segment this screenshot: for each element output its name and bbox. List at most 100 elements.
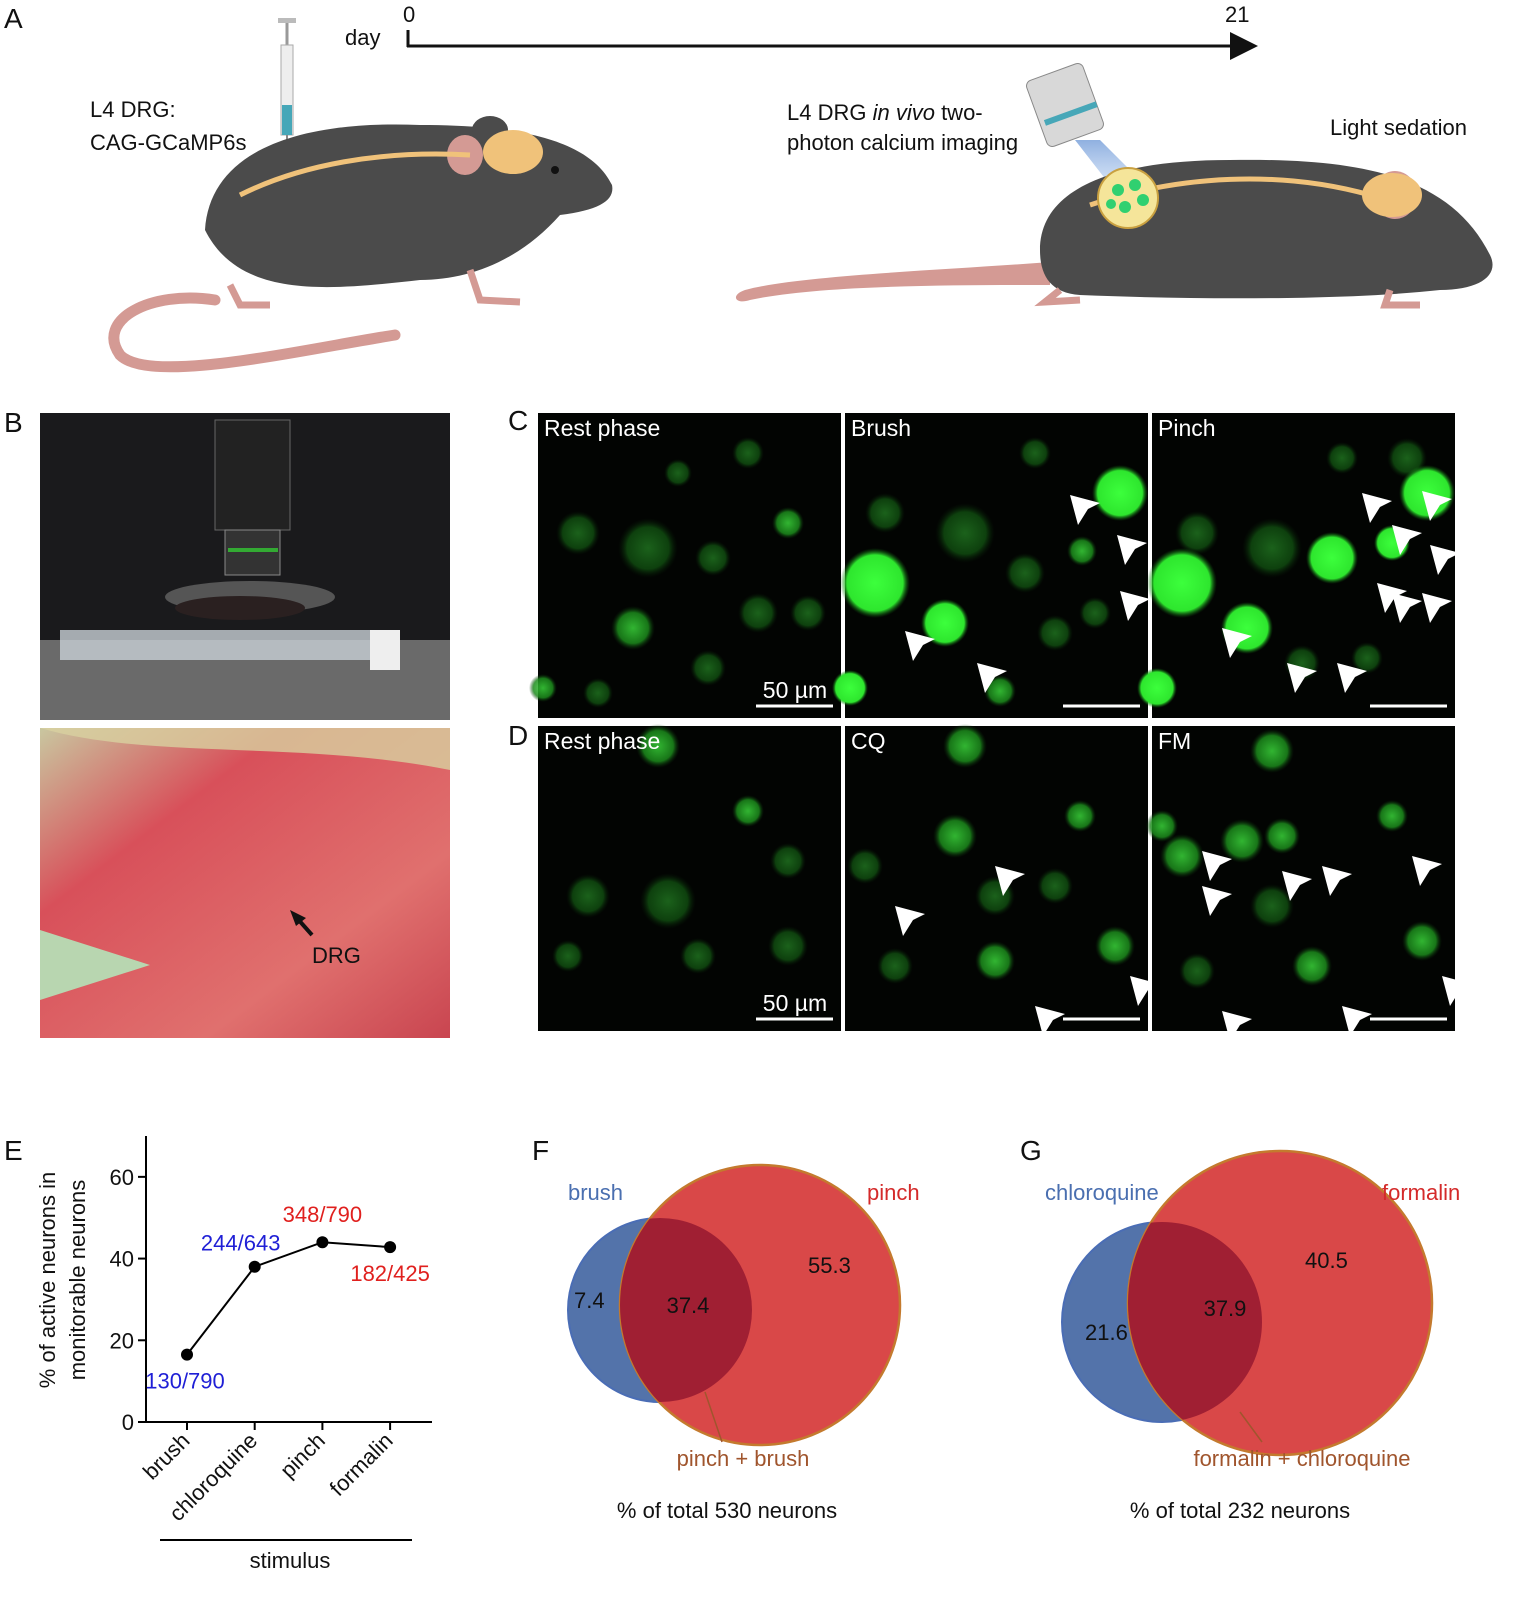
- image-title: CQ: [851, 728, 886, 754]
- line-chart: 0 20 40 60 % of active neurons in monitorable…: [35, 1136, 432, 1573]
- neuron: [768, 926, 808, 966]
- image-title: Brush: [851, 415, 911, 441]
- arrowhead: [1442, 976, 1472, 1006]
- neuron: [1037, 615, 1073, 651]
- neuron: [1250, 729, 1294, 773]
- y-tick-label: 0: [122, 1410, 134, 1435]
- venn-diagram: [1061, 1149, 1434, 1457]
- neuron: [566, 874, 610, 918]
- arrowhead: [1282, 871, 1312, 901]
- neuron: [1402, 921, 1442, 961]
- neuron: [975, 941, 1015, 981]
- arrowhead: [1287, 663, 1317, 693]
- arrowhead: [1202, 851, 1232, 881]
- venn-set-label: chloroquine: [1045, 1180, 1159, 1205]
- imaging-text: L4 DRG in vivo two-: [787, 100, 983, 125]
- arrowhead: [1362, 493, 1392, 523]
- value-label: 130/790: [145, 1369, 225, 1394]
- arrowhead: [1392, 525, 1422, 555]
- syringe: [278, 18, 296, 155]
- neuron: [933, 814, 977, 858]
- neuron: [1095, 926, 1135, 966]
- microscopy-image: Rest phase 50 µm: [538, 724, 841, 1031]
- venn-value: 40.5: [1305, 1248, 1348, 1273]
- neuron: [695, 540, 731, 576]
- neuron: [618, 518, 678, 578]
- arrowhead: [1422, 491, 1452, 521]
- y-tick-label: 20: [110, 1328, 134, 1353]
- neuron: [984, 675, 1016, 707]
- microscopy-image: Brush: [832, 413, 1150, 753]
- neuron: [529, 674, 557, 702]
- sedation-text: Light sedation: [1330, 115, 1467, 140]
- neuron: [1250, 884, 1294, 928]
- panel-label: E: [4, 1135, 23, 1166]
- arrowhead: [1422, 593, 1452, 623]
- neuron: [935, 503, 995, 563]
- arrowhead: [977, 663, 1007, 693]
- objective-illustration: [1026, 63, 1135, 185]
- setup-photo: [40, 413, 450, 720]
- scale-bar-label: 50 µm: [763, 990, 827, 1016]
- arrow-label: DRG: [312, 943, 361, 968]
- x-axis-label: stimulus: [250, 1548, 331, 1573]
- neuron: [847, 848, 883, 884]
- injection-text: CAG-GCaMP6s: [90, 130, 246, 155]
- venn-value: 7.4: [574, 1288, 605, 1313]
- arrowhead: [1120, 591, 1150, 621]
- panel-label: B: [4, 407, 23, 438]
- microscopy-image: CQ: [845, 724, 1160, 1036]
- neuron: [865, 493, 905, 533]
- value-label: 244/643: [201, 1231, 281, 1256]
- panel-label: G: [1020, 1135, 1042, 1166]
- neuron: [1037, 868, 1073, 904]
- image-title: Pinch: [1158, 415, 1216, 441]
- data-point: [248, 1260, 261, 1273]
- neuron: [1351, 642, 1383, 674]
- neuron: [832, 670, 868, 706]
- neuron: [1326, 442, 1358, 474]
- neuron: [732, 795, 764, 827]
- neuron: [640, 873, 696, 929]
- neuron: [1067, 536, 1097, 566]
- venn-value: 37.4: [667, 1293, 710, 1318]
- panel-label: A: [4, 3, 23, 34]
- drg-arrow: [290, 910, 314, 937]
- venn-set-label: formalin: [1382, 1180, 1460, 1205]
- imaging-text-part: two-: [935, 100, 983, 125]
- neuron: [1005, 553, 1045, 593]
- neuron: [1146, 810, 1178, 842]
- venn-value: 55.3: [808, 1253, 851, 1278]
- arrowhead: [1117, 535, 1147, 565]
- y-tick-label: 40: [110, 1247, 134, 1272]
- y-tick-label: 60: [110, 1165, 134, 1190]
- y-axis-label: monitorable neurons: [65, 1180, 90, 1381]
- arrowhead: [1430, 545, 1460, 575]
- injection-text: L4 DRG:: [90, 97, 176, 122]
- arrowhead: [1222, 628, 1252, 658]
- imaging-text-part: L4 DRG: [787, 100, 873, 125]
- venn-caption: % of total 530 neurons: [617, 1498, 837, 1523]
- neuron: [1064, 800, 1096, 832]
- neuron: [664, 459, 692, 487]
- venn-value: 37.9: [1204, 1296, 1247, 1321]
- arrowhead: [995, 866, 1025, 896]
- timeline-start: 0: [403, 2, 415, 27]
- panel-label: D: [508, 720, 528, 751]
- x-tick-label: formalin: [325, 1428, 398, 1501]
- arrowhead: [1392, 593, 1422, 623]
- y-axis-label: % of active neurons in: [35, 1172, 60, 1388]
- neuron: [1306, 532, 1358, 584]
- neuron: [738, 593, 778, 633]
- neuron: [1137, 668, 1177, 708]
- surgery-photo: [40, 728, 450, 1038]
- image-background: [538, 413, 841, 718]
- neuron: [921, 599, 969, 647]
- arrowhead: [1070, 495, 1100, 525]
- image-title: Rest phase: [544, 415, 660, 441]
- neuron: [877, 948, 913, 984]
- venn-set-label: pinch: [867, 1180, 920, 1205]
- neuron: [1147, 548, 1217, 618]
- value-label: 348/790: [283, 1202, 363, 1227]
